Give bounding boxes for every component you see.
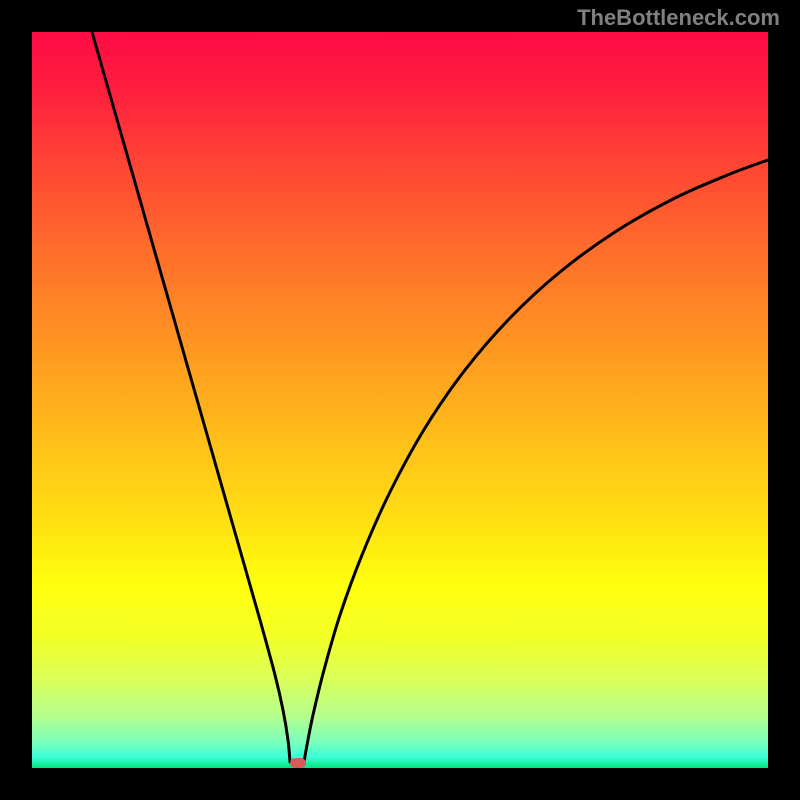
optimal-point-marker — [290, 758, 306, 768]
bottleneck-chart — [0, 0, 800, 800]
chart-container: TheBottleneck.com — [0, 0, 800, 800]
watermark-text: TheBottleneck.com — [577, 5, 780, 31]
plot-background — [32, 32, 768, 768]
